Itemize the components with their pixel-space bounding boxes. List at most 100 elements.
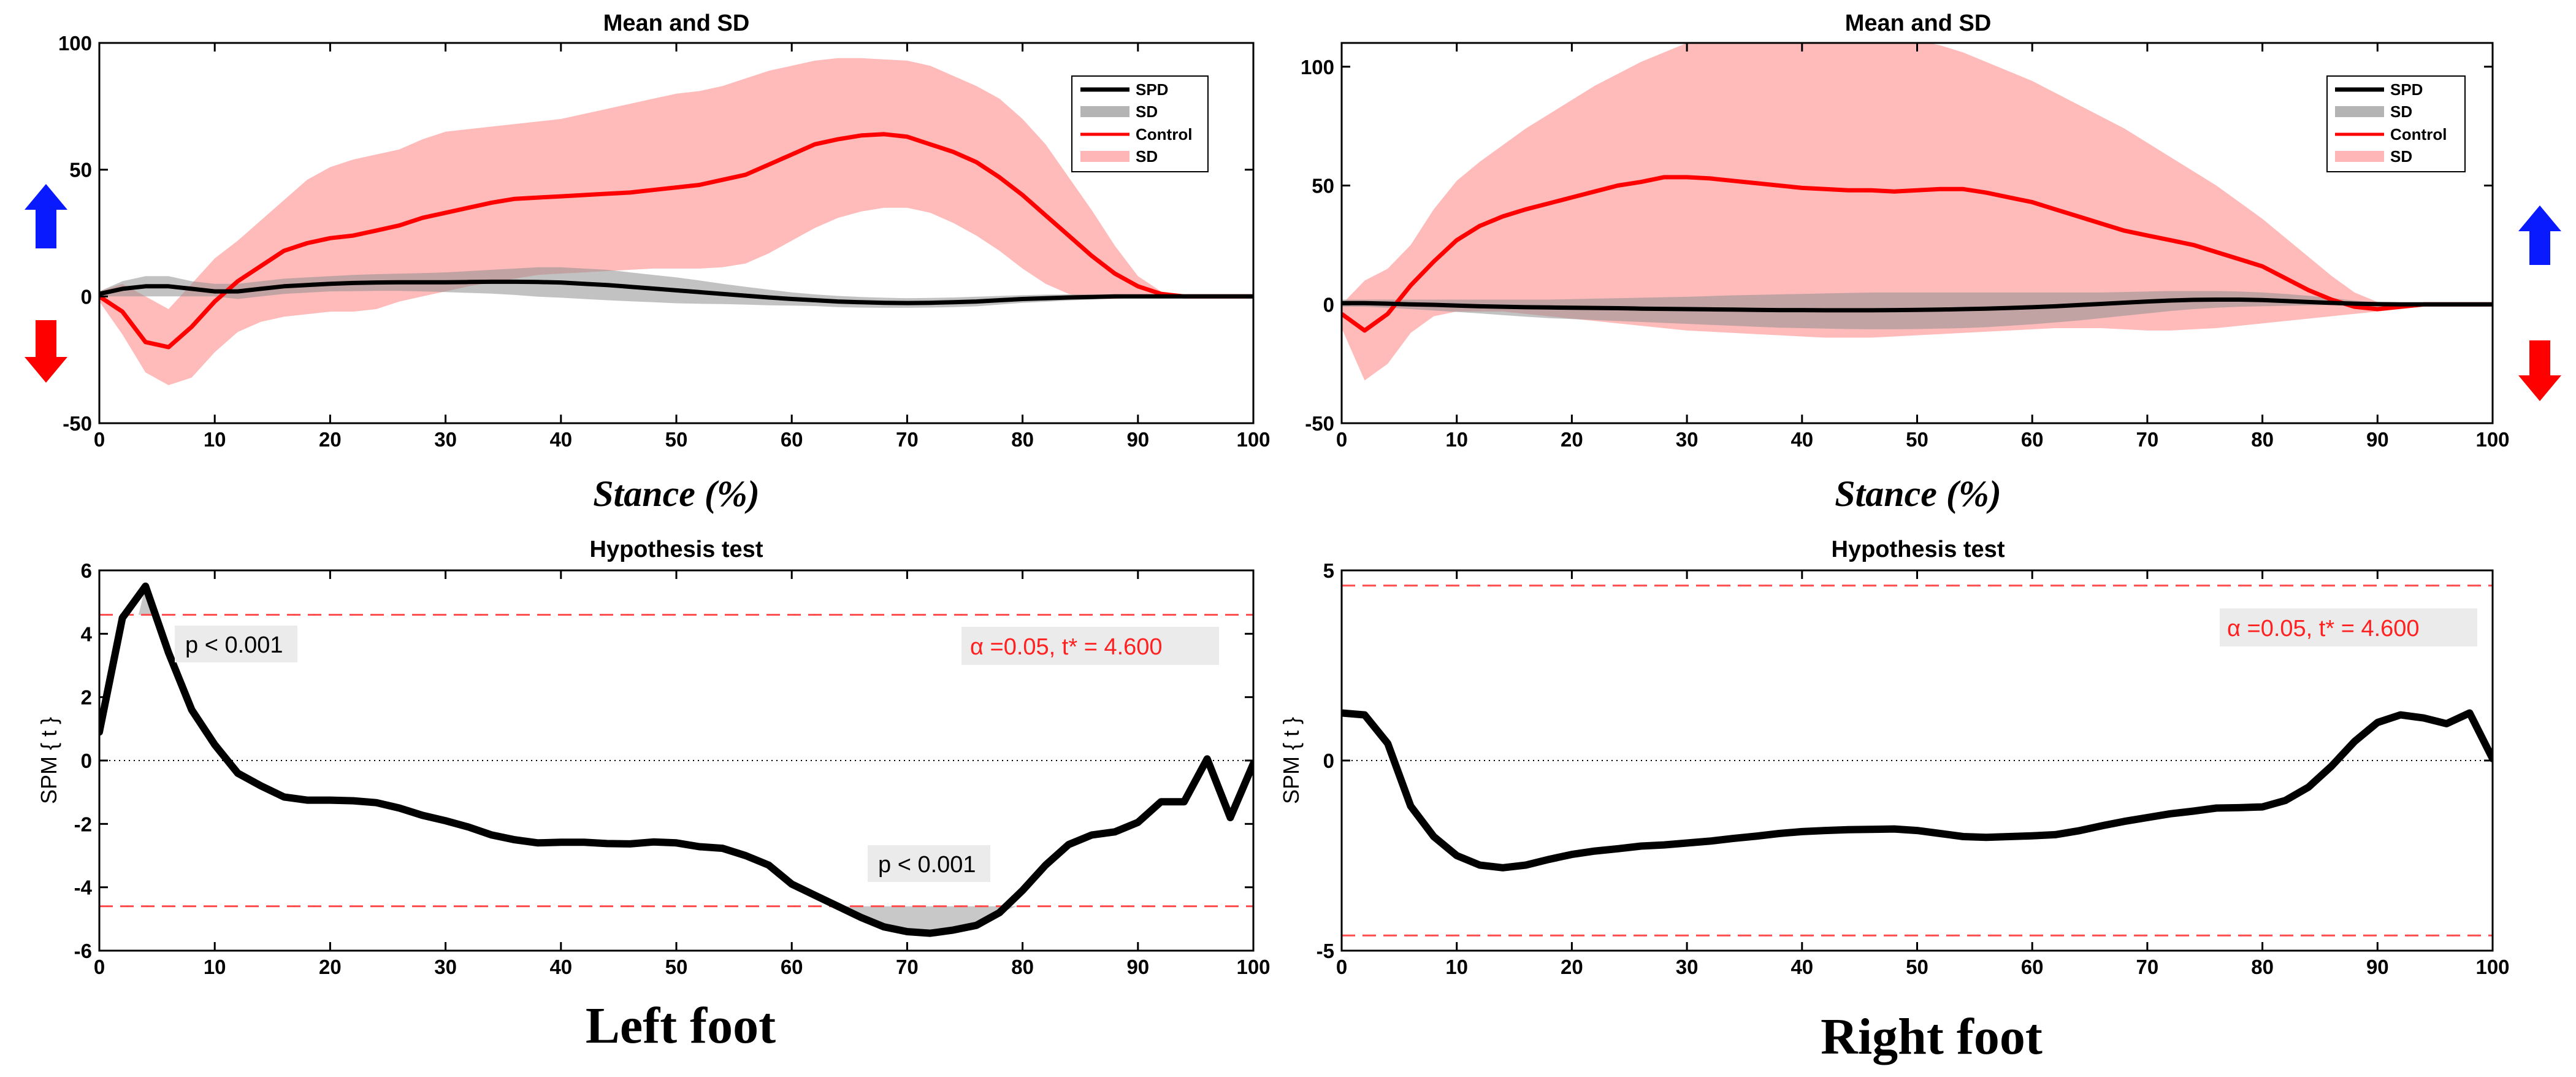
control-sd-band — [99, 58, 1253, 386]
right-mean-marks — [1342, 43, 2493, 381]
x-tick-label: 40 — [1791, 428, 1813, 451]
x-tick-label: 20 — [1561, 428, 1583, 451]
right-stance-label: Stance (%) — [1835, 473, 2001, 514]
legend-spd-label: SPD — [1136, 80, 1168, 99]
x-tick-label: 30 — [434, 956, 457, 978]
note-background — [2220, 608, 2477, 646]
right-up-arrow-icon — [2518, 205, 2561, 265]
note-text: p < 0.001 — [185, 632, 283, 658]
right-mean-legend: SPD SD Control SD — [2326, 75, 2466, 172]
x-tick-label: 30 — [1676, 956, 1699, 978]
y-tick-label: -4 — [74, 876, 93, 899]
y-tick-label: 0 — [81, 285, 92, 308]
x-tick-label: 70 — [2136, 956, 2159, 978]
note-text: α =0.05, t* = 4.600 — [970, 634, 1163, 660]
x-tick-label: 60 — [781, 956, 803, 978]
x-tick-label: 20 — [319, 956, 342, 978]
y-tick-label: -6 — [74, 940, 92, 962]
x-tick-label: 80 — [2251, 428, 2274, 451]
y-tick-label: -50 — [1305, 412, 1334, 435]
left-mean-legend: SPD SD Control SD — [1071, 75, 1209, 172]
x-tick-label: 60 — [2021, 956, 2044, 978]
x-tick-label: 40 — [1791, 956, 1813, 978]
x-tick-label: 30 — [1676, 428, 1699, 451]
x-tick-label: 0 — [1336, 956, 1347, 978]
right-alpha-note: α =0.05, t* = 4.600 — [2220, 608, 2477, 646]
left-up-arrow-icon — [25, 184, 67, 248]
control-mean-line — [99, 132, 1253, 350]
spd-mean-line — [1342, 297, 2493, 313]
legend-control-label: Control — [2390, 125, 2447, 144]
legend-control-sd-swatch — [2335, 151, 2384, 162]
x-tick-label: 20 — [319, 428, 342, 451]
right-down-arrow-icon — [2518, 340, 2561, 401]
x-tick-label: 90 — [1126, 956, 1149, 978]
x-tick-label: 90 — [2366, 428, 2389, 451]
right-foot-label: Right foot — [1821, 1008, 2043, 1065]
right-spm-marks — [1342, 584, 2493, 937]
note-background — [961, 627, 1219, 665]
x-tick-label: 70 — [896, 956, 919, 978]
left-spm-ticks: 0 10 20 30 40 50 60 70 80 90 100 -6 -4 -2 0 2 4 6 — [74, 559, 1271, 978]
y-tick-label: 50 — [1312, 175, 1334, 197]
x-tick-label: 100 — [2475, 428, 2509, 451]
x-tick-label: 70 — [896, 428, 919, 451]
right-mean-title: Mean and SD — [1845, 10, 1992, 36]
y-tick-label: 50 — [69, 159, 92, 182]
left-hypothesis-panel: Hypothesis test 0 10 20 30 40 50 60 70 80 90 100-6… — [36, 537, 1271, 1054]
spm-t-curve — [99, 582, 1253, 937]
x-tick-label: 90 — [1126, 428, 1149, 451]
x-tick-label: 80 — [1011, 956, 1034, 978]
legend-spd-sd-label: SD — [1136, 102, 1158, 121]
x-tick-label: 50 — [665, 956, 688, 978]
legend-spd-sd-swatch — [1080, 106, 1129, 117]
legend-spd-sd-swatch — [2335, 106, 2384, 117]
y-tick-label: 0 — [1323, 749, 1334, 772]
note-background — [175, 626, 297, 662]
x-tick-label: 10 — [204, 428, 226, 451]
control-mean-line — [1342, 175, 2493, 333]
left-stance-label: Stance (%) — [593, 473, 760, 514]
y-tick-label: 2 — [81, 686, 92, 709]
x-tick-label: 30 — [434, 428, 457, 451]
y-tick-label: 5 — [1323, 559, 1334, 582]
y-tick-label: 100 — [58, 32, 92, 55]
x-tick-label: 50 — [1906, 956, 1928, 978]
y-tick-label: 100 — [1301, 56, 1334, 79]
y-tick-label: 0 — [81, 749, 92, 772]
x-tick-label: 50 — [1906, 428, 1928, 451]
x-tick-label: 0 — [94, 428, 105, 451]
x-tick-label: 60 — [781, 428, 803, 451]
x-tick-label: 0 — [94, 956, 105, 978]
right-hypothesis-panel: Hypothesis test 0 10 20 30 40 50 60 70 80 90 100-5… — [1278, 537, 2510, 1065]
x-tick-label: 60 — [2021, 428, 2044, 451]
x-tick-label: 40 — [549, 956, 572, 978]
left-foot-label: Left foot — [586, 997, 776, 1054]
left-spm-title: Hypothesis test — [590, 537, 763, 562]
x-tick-label: 50 — [665, 428, 688, 451]
y-tick-label: 0 — [1323, 293, 1334, 316]
legend-spd-label: SPD — [2390, 80, 2423, 99]
x-tick-label: 100 — [1236, 956, 1270, 978]
left-spm-ylabel: SPM { t } — [36, 717, 61, 804]
left-spm-marks — [99, 582, 1253, 937]
right-spm-ticks: 0 10 20 30 40 50 60 70 80 90 100-505 — [1317, 559, 2510, 978]
note-text: α =0.05, t* = 4.600 — [2227, 616, 2420, 642]
legend-control-sd-label: SD — [1136, 147, 1158, 166]
legend-control-label: Control — [1136, 125, 1192, 144]
x-tick-label: 10 — [1445, 956, 1468, 978]
x-tick-label: 10 — [1445, 428, 1468, 451]
left-alpha-note: α =0.05, t* = 4.600 — [961, 627, 1219, 665]
x-tick-label: 40 — [549, 428, 572, 451]
left-p-value-note-2: p < 0.001 — [868, 845, 990, 882]
legend-spd-sd-label: SD — [2390, 102, 2412, 121]
x-tick-label: 100 — [1236, 428, 1270, 451]
y-tick-label: 6 — [81, 559, 92, 582]
right-mean-sd-panel: Mean and SD 0 10 20 30 40 50 60 70 80 90 100-50050… — [1301, 10, 2561, 514]
x-tick-label: 90 — [2366, 956, 2389, 978]
left-p-value-note-1: p < 0.001 — [175, 626, 297, 662]
x-tick-label: 20 — [1561, 956, 1583, 978]
